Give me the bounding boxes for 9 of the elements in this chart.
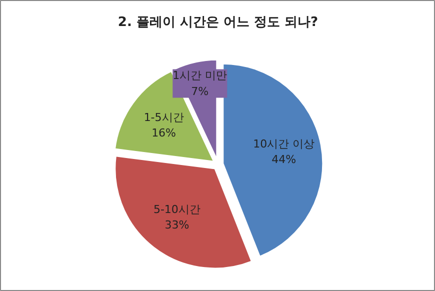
slice-label: 1-5시간	[144, 110, 184, 124]
data-label: 7%	[191, 84, 209, 98]
chart-title: 2. 플레이 시간은 어느 정도 되나?	[118, 15, 318, 30]
data-label: 33%	[164, 218, 190, 232]
data-label: 44%	[272, 153, 296, 166]
slice-label: 1시간 미만	[172, 69, 228, 82]
slice-label: 10시간 이상	[253, 138, 315, 151]
data-label: 16%	[152, 126, 176, 140]
slice-label: 5-10시간	[153, 203, 200, 216]
